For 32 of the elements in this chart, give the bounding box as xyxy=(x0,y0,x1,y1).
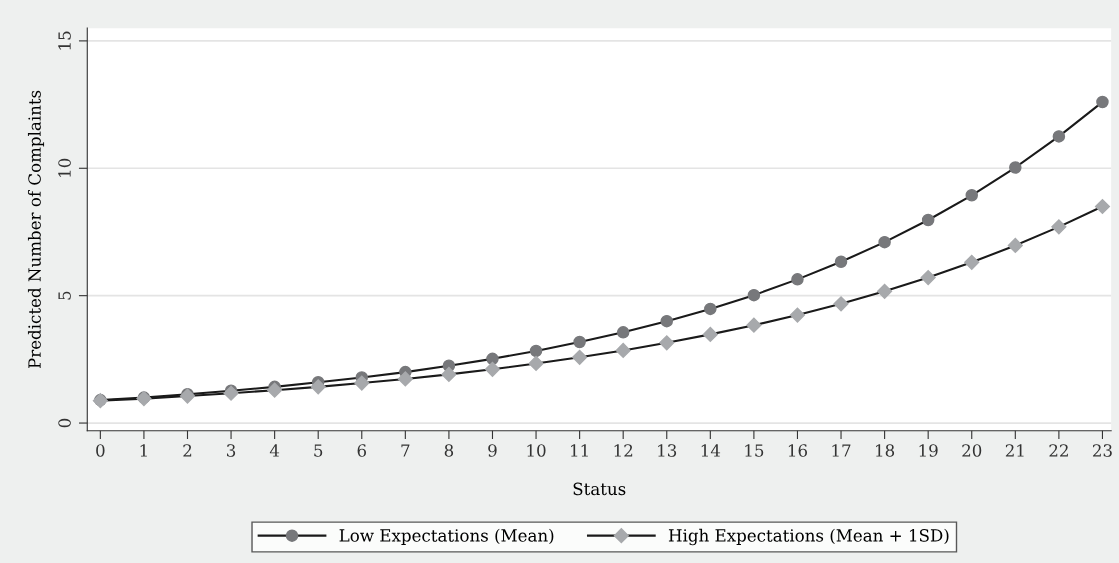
x-tick-label: 12 xyxy=(614,444,633,457)
x-tick-label: 15 xyxy=(745,444,764,457)
x-tick-label: 22 xyxy=(1049,444,1068,457)
x-tick-label: 20 xyxy=(962,444,982,457)
x-tick-label: 5 xyxy=(314,444,323,457)
x-tick-label: 9 xyxy=(488,444,497,457)
x-tick-label: 4 xyxy=(269,444,280,457)
x-tick-label: 23 xyxy=(1092,444,1112,457)
x-tick-label: 21 xyxy=(1005,444,1024,457)
x-tick-label: 16 xyxy=(788,444,808,457)
x-tick-label: 3 xyxy=(227,444,236,457)
legend-label: High Expectations (Mean + 1SD) xyxy=(668,528,949,546)
x-tick-label: 1 xyxy=(140,444,147,457)
x-tick-label: 0 xyxy=(96,444,105,457)
x-tick-label: 18 xyxy=(876,444,895,457)
legend-label: Low Expectations (Mean) xyxy=(339,528,554,545)
x-tick-label: 6 xyxy=(357,444,367,457)
y-tick-label: 0 xyxy=(58,418,71,428)
y-tick-label: 10 xyxy=(58,158,71,177)
y-axis-title: Predicted Number of Complaints xyxy=(27,90,45,369)
x-tick-label: 11 xyxy=(571,444,588,457)
x-tick-label: 19 xyxy=(919,444,938,457)
x-tick-label: 2 xyxy=(183,444,192,457)
x-tick-label: 17 xyxy=(832,444,851,457)
x-tick-label: 7 xyxy=(401,444,410,457)
x-tick-label: 14 xyxy=(701,444,721,457)
x-tick-label: 13 xyxy=(658,444,677,457)
y-tick-label: 5 xyxy=(58,291,71,300)
x-tick-label: 10 xyxy=(527,444,546,457)
x-tick-label: 8 xyxy=(444,444,454,457)
y-tick-label: 15 xyxy=(58,31,71,50)
x-axis-title: Status xyxy=(573,482,626,496)
